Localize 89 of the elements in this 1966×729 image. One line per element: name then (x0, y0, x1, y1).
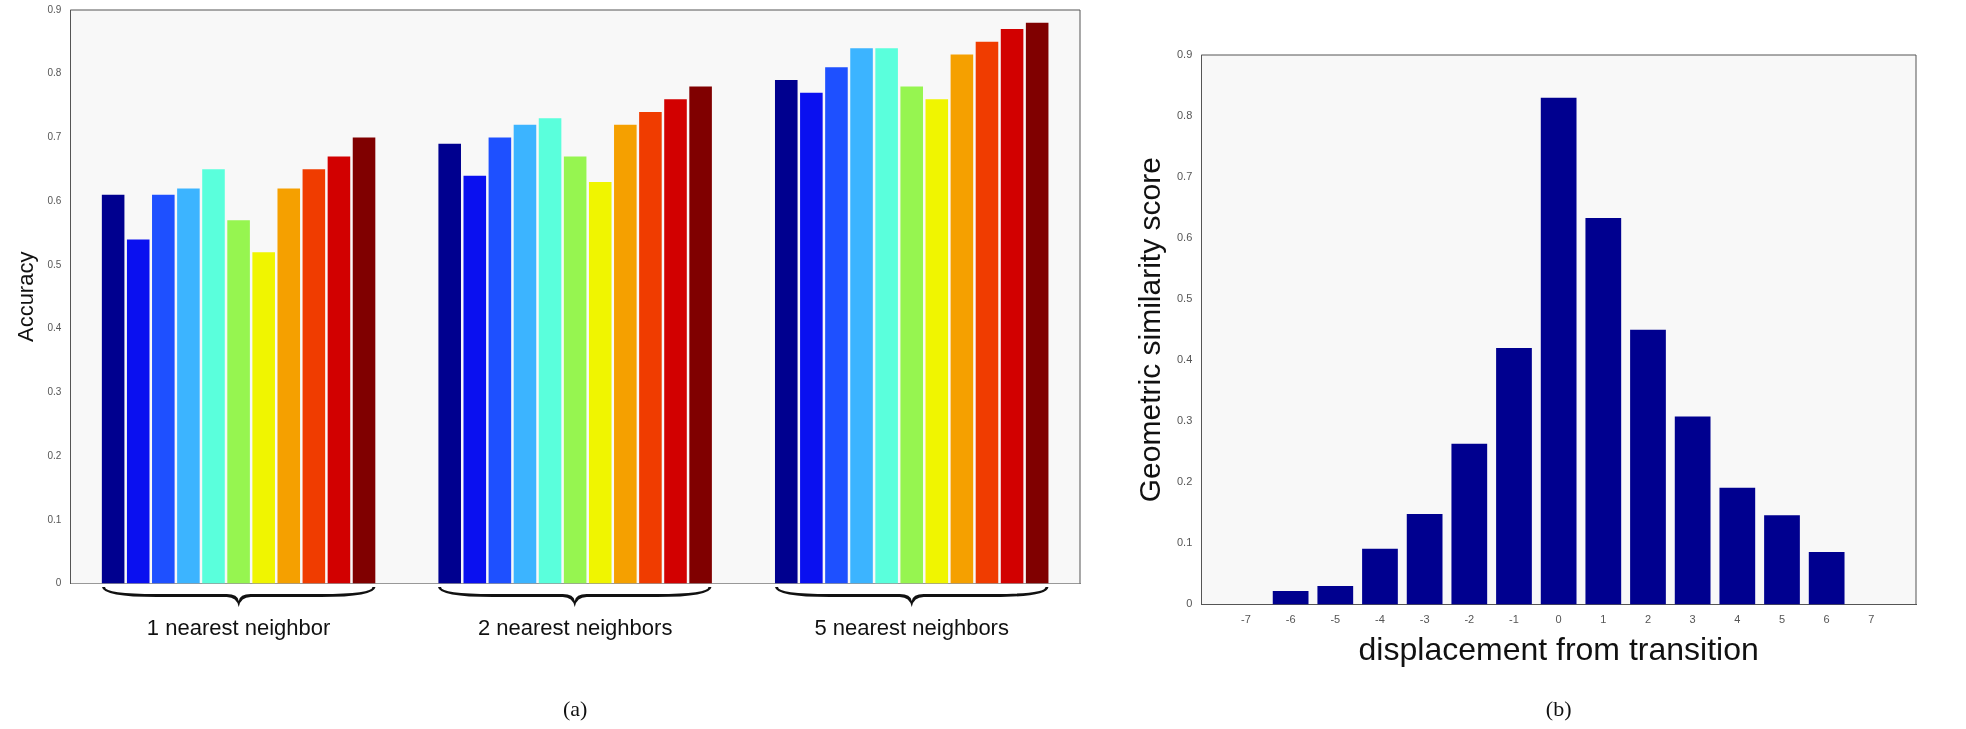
y-tick-label: 0 (55, 577, 62, 589)
bar (900, 86, 924, 584)
y-tick-label: 0.7 (1176, 170, 1193, 183)
bar (1451, 443, 1488, 605)
bar (1000, 29, 1024, 584)
bar (277, 188, 301, 584)
y-tick-label: 0.6 (47, 194, 62, 206)
bar (1496, 348, 1532, 605)
bar (1630, 329, 1666, 605)
x-tick-label: 2 (1644, 613, 1652, 626)
bar (950, 54, 974, 584)
y-tick-label: 0.8 (47, 67, 62, 79)
x-tick-label: 2 nearest neighbors (477, 614, 673, 640)
bar (1317, 586, 1354, 605)
bar (227, 220, 250, 584)
y-tick-label: 0.7 (47, 131, 62, 143)
x-tick-label: -1 (1509, 613, 1519, 626)
bar (1362, 548, 1398, 605)
bar (177, 188, 200, 584)
bar (352, 137, 376, 584)
bar (664, 99, 687, 584)
x-axis-title: displacement from transition (1358, 630, 1759, 667)
bar (588, 182, 612, 584)
bar (463, 175, 487, 584)
bar (875, 48, 898, 584)
x-tick-label: -3 (1419, 613, 1430, 626)
bar (488, 137, 512, 584)
y-tick-label: 0.6 (1176, 231, 1193, 244)
y-tick-label: 0 (1186, 597, 1193, 610)
x-tick-label: 5 (1778, 613, 1786, 626)
text: (a) (562, 695, 588, 721)
x-tick-label: -6 (1285, 613, 1296, 626)
y-tick-label: 0.8 (1176, 109, 1193, 122)
text: (b) (1545, 695, 1572, 721)
y-tick-label: 0.4 (47, 322, 62, 334)
y-tick-label: 0.4 (1176, 353, 1193, 366)
y-tick-label: 0.3 (1176, 414, 1193, 427)
bar (1674, 416, 1711, 605)
bar (1540, 97, 1577, 605)
bar (774, 80, 798, 584)
y-tick-label: 0.9 (1176, 48, 1193, 61)
y-axis-title: Accuracy (13, 251, 39, 343)
bar (639, 111, 662, 584)
bar (252, 252, 275, 584)
bar (1406, 514, 1443, 605)
bar (1585, 217, 1622, 605)
bar (1808, 551, 1845, 605)
y-tick-label: 0.2 (1176, 475, 1193, 488)
bar (513, 124, 537, 584)
bar (152, 194, 175, 584)
bar (1025, 22, 1049, 584)
x-tick-label: 5 nearest neighbors (814, 614, 1009, 640)
x-tick-label: 7 (1868, 613, 1875, 626)
bar (975, 41, 999, 584)
y-axis-title: Geometric similarity score (1133, 157, 1167, 503)
x-tick-label: 1 nearest neighbor (146, 614, 331, 640)
x-tick-label: 0 (1555, 613, 1562, 626)
bar (202, 169, 225, 584)
x-tick-label: 4 (1734, 613, 1741, 626)
bar (1719, 487, 1756, 605)
bar (101, 194, 125, 584)
y-tick-label: 0.5 (47, 258, 62, 270)
bar (825, 67, 848, 584)
bar (850, 48, 873, 584)
y-tick-label: 0.3 (47, 386, 62, 398)
y-tick-label: 0.9 (47, 3, 62, 15)
bar (1764, 515, 1800, 605)
x-tick-label: -7 (1241, 613, 1251, 626)
y-tick-label: 0.1 (47, 513, 62, 525)
x-tick-label: 1 (1600, 613, 1607, 626)
x-tick-label: -4 (1375, 613, 1385, 626)
bar (925, 99, 949, 584)
bar (563, 156, 587, 584)
bar (438, 143, 461, 584)
bar (614, 124, 637, 584)
x-tick-label: -5 (1330, 613, 1341, 626)
y-tick-label: 0.2 (47, 449, 62, 461)
x-tick-label: -2 (1464, 613, 1475, 626)
y-tick-label: 0.5 (1176, 292, 1193, 305)
bar (689, 86, 712, 584)
x-tick-label: 6 (1823, 613, 1830, 626)
bar (1272, 590, 1309, 605)
bar (302, 169, 326, 584)
x-tick-label: 3 (1689, 613, 1696, 626)
bar (327, 156, 351, 584)
bar (800, 92, 823, 584)
y-tick-label: 0.1 (1176, 536, 1193, 549)
bar (126, 239, 150, 584)
bar (538, 118, 562, 584)
